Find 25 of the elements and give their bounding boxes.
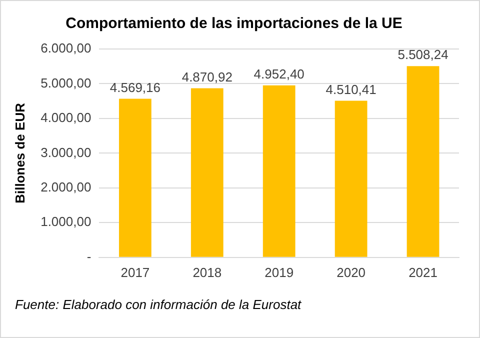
- data-label: 4.870,92: [182, 69, 232, 84]
- x-tick-label: 2019: [264, 264, 294, 280]
- y-tick-label: 3.000,00: [40, 144, 92, 160]
- y-tick-label: 1.000,00: [40, 214, 92, 230]
- chart-title: Comportamiento de las importaciones de la UE: [66, 15, 402, 32]
- x-tick-label: 2021: [408, 264, 438, 280]
- data-label: 4.510,41: [326, 82, 376, 97]
- bar: [190, 88, 224, 257]
- data-label: 5.508,24: [398, 47, 448, 62]
- bar: [118, 98, 152, 257]
- x-tick-label: 2020: [336, 264, 366, 280]
- bar: [262, 85, 296, 257]
- y-axis-title: Billones de EUR: [12, 102, 28, 204]
- bar: [406, 66, 440, 257]
- y-tick-label: 4.000,00: [40, 110, 92, 126]
- x-tick-label: 2018: [192, 264, 222, 280]
- bar: [334, 100, 368, 257]
- data-label: 4.569,16: [110, 80, 160, 95]
- x-tick-label: 2017: [120, 264, 150, 280]
- data-label: 4.952,40: [254, 66, 304, 82]
- y-tick-label: -: [86, 248, 92, 264]
- y-tick-label: 6.000,00: [40, 40, 92, 56]
- y-tick-label: 5.000,00: [40, 75, 92, 90]
- y-tick-label: 2.000,00: [40, 180, 92, 195]
- source-note: Fuente: Elaborado con información de la Eurostat: [15, 297, 302, 312]
